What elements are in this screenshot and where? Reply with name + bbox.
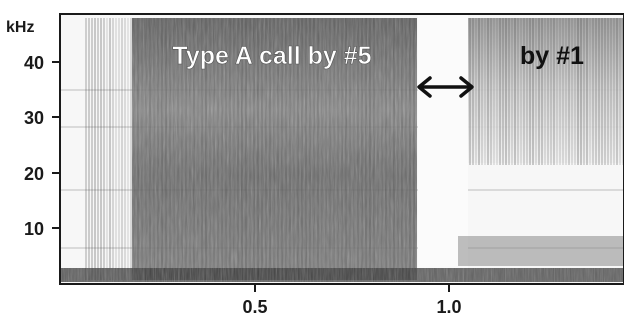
- inter-call-gap: [418, 14, 468, 280]
- y-axis-unit: kHz: [6, 19, 34, 36]
- second-call-streaks: [469, 18, 624, 165]
- y-tick-label-20: 20: [24, 164, 44, 184]
- y-tick-label-30: 30: [24, 108, 44, 128]
- second-call-energy: [468, 18, 624, 163]
- y-axis: kHz 40 30 20 10: [6, 19, 60, 239]
- call-streaks: [133, 18, 415, 280]
- x-tick-label-1-0: 1.0: [436, 297, 461, 317]
- x-axis: 0.5 1.0: [242, 284, 462, 317]
- plot-frame: [59, 13, 624, 285]
- spectrogram-plot: [59, 13, 624, 285]
- call-label: Type A call by #5: [172, 42, 371, 70]
- x-tick-label-0-5: 0.5: [242, 297, 267, 317]
- annotations: Type A call by #5 by #1: [172, 42, 584, 98]
- y-tick-label-40: 40: [24, 53, 44, 73]
- second-caller-label: by #1: [520, 42, 584, 70]
- pre-call-streaks: [85, 18, 132, 280]
- y-tick-label-10: 10: [24, 219, 44, 239]
- second-call-low-band: [458, 236, 624, 266]
- double-arrow-icon: [417, 76, 474, 98]
